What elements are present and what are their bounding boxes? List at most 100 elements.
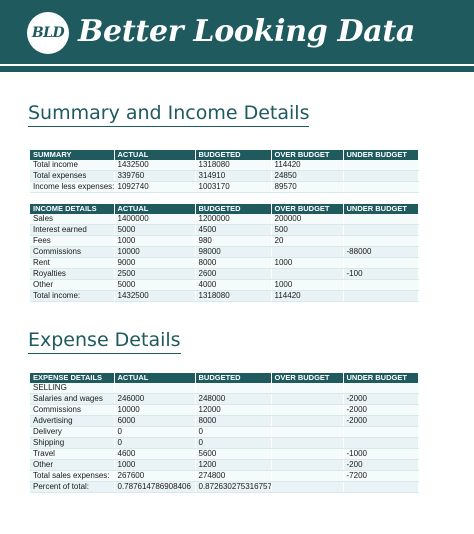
expense-section-title: Expense Details xyxy=(28,329,181,354)
value-cell: 500 xyxy=(271,224,344,237)
value-cell: 1432500 xyxy=(114,160,196,172)
value-cell: 267600 xyxy=(114,470,196,483)
column-header: OVER BUDGET xyxy=(271,204,344,214)
value-cell: 1432500 xyxy=(114,290,196,303)
column-header: UNDER BUDGET xyxy=(343,204,419,214)
income-details-table: INCOME DETAILS ACTUAL BUDGETED OVER BUDGET U… xyxy=(30,204,419,303)
value-cell xyxy=(343,235,419,248)
value-cell: 24850 xyxy=(271,170,344,183)
value-cell: 1400000 xyxy=(114,214,196,226)
value-cell: 12000 xyxy=(195,404,272,417)
value-cell: 1000 xyxy=(114,459,196,472)
value-cell: 0.872630275316757 xyxy=(195,481,272,494)
value-cell: 114420 xyxy=(271,290,344,303)
row-label-cell: Fees xyxy=(30,235,115,248)
header-divider xyxy=(0,66,474,72)
row-label-cell: Shipping xyxy=(30,437,115,450)
value-cell: 980 xyxy=(195,235,272,248)
value-cell xyxy=(343,170,419,183)
expense-details-table: EXPENSE DETAILS ACTUAL BUDGETED OVER BUDGET… xyxy=(30,373,419,494)
column-header: ACTUAL xyxy=(114,150,196,160)
value-cell xyxy=(271,415,344,428)
value-cell xyxy=(271,481,344,494)
value-cell: 339760 xyxy=(114,170,196,183)
value-cell xyxy=(343,181,419,194)
value-cell: 10000 xyxy=(114,246,196,259)
table-row: Salaries and wages 246000 248000 -2000 xyxy=(30,393,419,406)
row-label-cell: Salaries and wages xyxy=(30,393,115,406)
value-cell: 9000 xyxy=(114,257,196,270)
value-cell xyxy=(271,426,344,439)
page-title: Better Looking Data xyxy=(78,14,416,49)
table-row: Percent of total: 0.787614786908406 0.8726… xyxy=(30,481,419,494)
row-label-cell: Rent xyxy=(30,257,115,270)
value-cell xyxy=(343,279,419,292)
table-row: Advertising 6000 8000 -2000 xyxy=(30,415,419,428)
table-row: Total expenses 339760 314910 24850 xyxy=(30,170,419,183)
logo-badge: BLD xyxy=(27,12,69,54)
column-header: OVER BUDGET xyxy=(271,150,344,160)
value-cell: 200000 xyxy=(271,214,344,226)
table-row: Royalties 2500 2600 -100 xyxy=(30,268,419,281)
value-cell xyxy=(343,257,419,270)
value-cell: 20 xyxy=(271,235,344,248)
row-label-cell: Interest earned xyxy=(30,224,115,237)
summary-section-title: Summary and Income Details xyxy=(28,102,310,127)
row-label-cell: SELLING xyxy=(30,383,115,395)
value-cell: 1318080 xyxy=(195,290,272,303)
value-cell: 0 xyxy=(195,426,272,439)
value-cell: 114420 xyxy=(271,160,344,172)
value-cell: -1000 xyxy=(343,448,419,461)
row-label-cell: Commissions xyxy=(30,404,115,417)
value-cell: 0.787614786908406 xyxy=(114,481,196,494)
value-cell: 246000 xyxy=(114,393,196,406)
table-row: Fees 1000 980 20 xyxy=(30,235,419,248)
table-row: Other 1000 1200 -200 xyxy=(30,459,419,472)
value-cell: 8000 xyxy=(195,415,272,428)
value-cell: 89570 xyxy=(271,181,344,194)
value-cell xyxy=(271,459,344,472)
value-cell: -2000 xyxy=(343,415,419,428)
row-label-cell: Travel xyxy=(30,448,115,461)
value-cell xyxy=(343,160,419,172)
column-header: EXPENSE DETAILS xyxy=(30,373,115,383)
row-label-cell: Royalties xyxy=(30,268,115,281)
value-cell: -7200 xyxy=(343,470,419,483)
column-header: ACTUAL xyxy=(114,204,196,214)
table-row: Commissions 10000 12000 -2000 xyxy=(30,404,419,417)
value-cell: 98000 xyxy=(195,246,272,259)
value-cell: 10000 xyxy=(114,404,196,417)
value-cell xyxy=(343,481,419,494)
row-label-cell: Income less expenses: xyxy=(30,181,115,194)
table-row: SELLING xyxy=(30,383,419,395)
value-cell xyxy=(271,448,344,461)
value-cell: 1200000 xyxy=(195,214,272,226)
table-row: Other 5000 4000 1000 xyxy=(30,279,419,292)
value-cell xyxy=(343,224,419,237)
value-cell: 5000 xyxy=(114,224,196,237)
value-cell xyxy=(271,404,344,417)
value-cell: 0 xyxy=(114,437,196,450)
value-cell: 5000 xyxy=(114,279,196,292)
column-header: BUDGETED xyxy=(195,204,272,214)
value-cell xyxy=(271,268,344,281)
column-header: UNDER BUDGET xyxy=(343,373,419,383)
value-cell: -100 xyxy=(343,268,419,281)
summary-table: SUMMARY ACTUAL BUDGETED OVER BUDGET UNDER BU… xyxy=(30,150,419,194)
table-row: Total income 1432500 1318080 114420 xyxy=(30,160,419,172)
row-label-cell: Total income: xyxy=(30,290,115,303)
value-cell: 1318080 xyxy=(195,160,272,172)
value-cell: 6000 xyxy=(114,415,196,428)
table-row: Interest earned 5000 4500 500 xyxy=(30,224,419,237)
row-label-cell: Other xyxy=(30,459,115,472)
row-label-cell: Commissions xyxy=(30,246,115,259)
value-cell: -2000 xyxy=(343,393,419,406)
row-label-cell: Delivery xyxy=(30,426,115,439)
value-cell: 8000 xyxy=(195,257,272,270)
value-cell: 0 xyxy=(195,437,272,450)
value-cell: 1000 xyxy=(271,257,344,270)
value-cell: 2600 xyxy=(195,268,272,281)
value-cell: 4600 xyxy=(114,448,196,461)
column-header: BUDGETED xyxy=(195,150,272,160)
value-cell xyxy=(343,383,419,395)
